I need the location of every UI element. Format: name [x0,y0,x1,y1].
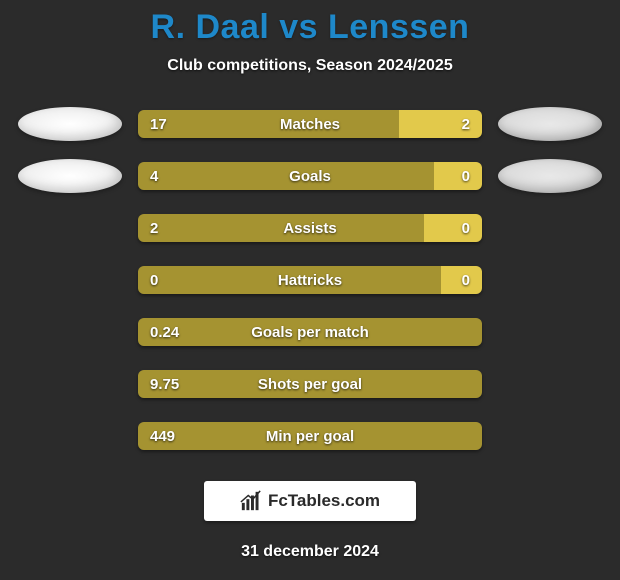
stat-row: 9.75Shots per goal [0,367,620,401]
stat-bar: 9.75Shots per goal [138,370,482,398]
stat-right-value: 0 [434,162,482,190]
stat-left-value: 0 [138,266,441,294]
stat-row: 172Matches [0,107,620,141]
badge-spacer [498,367,602,401]
stat-bar: 172Matches [138,110,482,138]
stat-row: 0.24Goals per match [0,315,620,349]
page-title: R. Daal vs Lenssen [0,8,620,47]
comparison-infographic: R. Daal vs Lenssen Club competitions, Se… [0,0,620,580]
subtitle: Club competitions, Season 2024/2025 [0,57,620,75]
stat-left-value: 9.75 [138,370,482,398]
badge-spacer [18,263,122,297]
stat-bar: 20Assists [138,214,482,242]
badge-spacer [498,211,602,245]
stat-bar: 0.24Goals per match [138,318,482,346]
stat-left-value: 17 [138,110,399,138]
badge-spacer [498,263,602,297]
stat-right-value: 0 [424,214,482,242]
stat-left-value: 2 [138,214,424,242]
stat-left-value: 4 [138,162,434,190]
stat-right-value: 2 [399,110,482,138]
stat-rows: 172Matches 40Goals 20Assists 00Hattricks 0.2… [0,107,620,453]
player-right-badge [498,107,602,141]
player-right-badge [498,159,602,193]
badge-spacer [498,315,602,349]
stat-row: 40Goals [0,159,620,193]
stat-row: 00Hattricks [0,263,620,297]
stat-right-value: 0 [441,266,482,294]
date-text: 31 december 2024 [0,543,620,561]
badge-spacer [18,367,122,401]
brand-box: FcTables.com [204,481,416,521]
player-left-badge [18,107,122,141]
brand-text: FcTables.com [268,491,380,511]
badge-spacer [18,315,122,349]
player-left-badge [18,159,122,193]
stat-bar: 449Min per goal [138,422,482,450]
stat-row: 20Assists [0,211,620,245]
stat-bar: 40Goals [138,162,482,190]
bar-chart-icon [240,490,262,512]
stat-bar: 00Hattricks [138,266,482,294]
stat-left-value: 449 [138,422,482,450]
badge-spacer [18,419,122,453]
badge-spacer [18,211,122,245]
badge-spacer [498,419,602,453]
stat-left-value: 0.24 [138,318,482,346]
stat-row: 449Min per goal [0,419,620,453]
